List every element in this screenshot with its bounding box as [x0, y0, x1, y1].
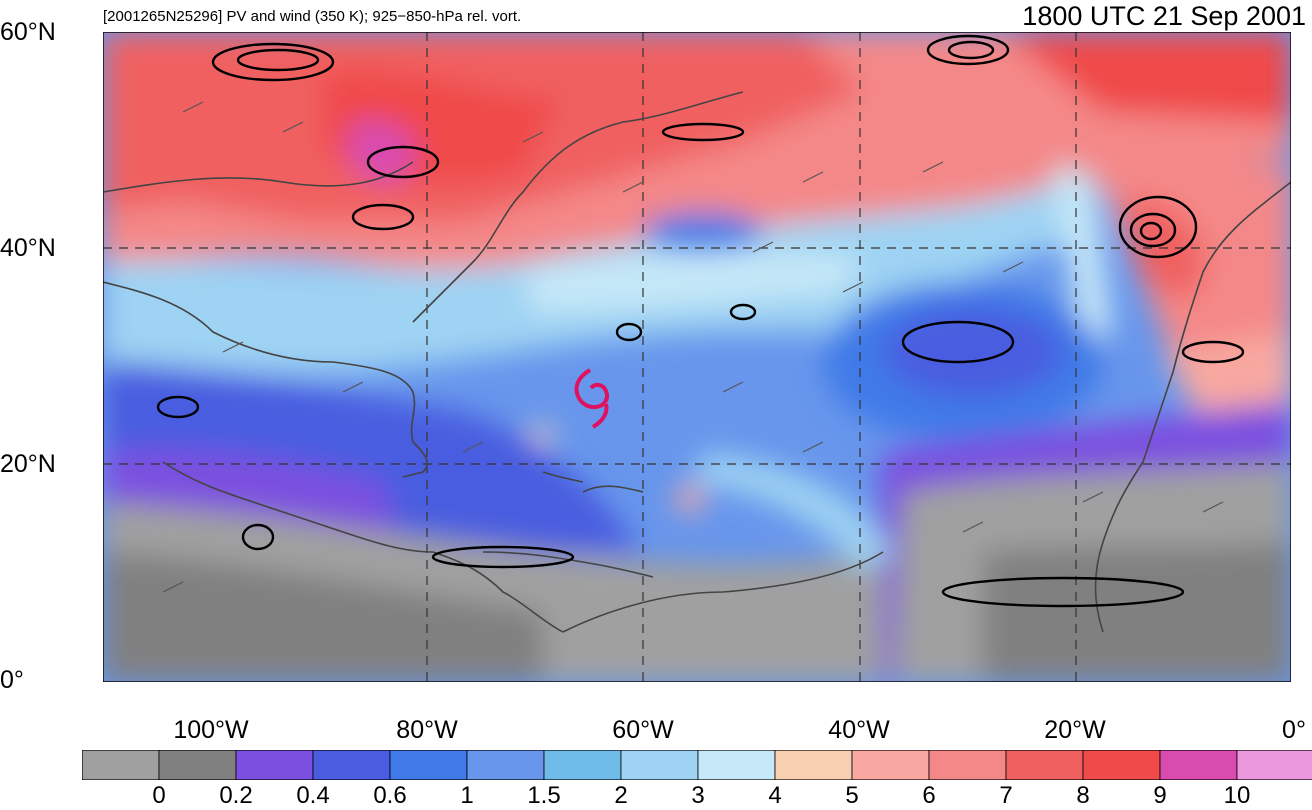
colorbar-swatch: [1082, 750, 1161, 780]
lat-label-40n: 40°N: [0, 234, 56, 262]
colorbar-swatch: [235, 750, 314, 780]
colorbar-swatch: [928, 750, 1007, 780]
colorbar-swatch: [389, 750, 468, 780]
colorbar-swatch: [774, 750, 853, 780]
colorbar-tick-label: 2: [614, 782, 628, 809]
colorbar-swatch: [82, 750, 160, 780]
colorbar-swatch: [543, 750, 622, 780]
coastlines: [103, 91, 1291, 633]
colorbar-swatch: [697, 750, 776, 780]
colorbar-tick-label: 8: [1076, 782, 1090, 809]
colorbar-tick-label: 1: [460, 782, 474, 809]
colorbar-tick-label: 0.2: [219, 782, 253, 809]
colorbar-tick-label: 7: [999, 782, 1013, 809]
lon-label-0: 0°: [1282, 716, 1306, 744]
colorbar-tick-label: 1.5: [527, 782, 561, 809]
lat-label-20n: 20°N: [0, 450, 56, 478]
valid-time: 1800 UTC 21 Sep 2001: [1022, 1, 1306, 31]
colorbar-tick-label: 4: [768, 782, 782, 809]
colorbar-swatch: [1005, 750, 1084, 780]
lon-label-60w: 60°W: [612, 716, 674, 744]
colorbar-swatch: [1159, 750, 1238, 780]
colorbar-tick-label: 0.4: [296, 782, 330, 809]
colorbar-swatch: [851, 750, 930, 780]
colorbar-tick-label: 10: [1223, 782, 1251, 809]
graticule: [103, 32, 1291, 682]
colorbar-tick-label: 6: [922, 782, 936, 809]
tropical-storm-symbol: [574, 368, 609, 429]
colorbar-swatch: [620, 750, 699, 780]
lon-label-40w: 40°W: [828, 716, 890, 744]
lon-label-80w: 80°W: [396, 716, 458, 744]
colorbar-swatch: [312, 750, 391, 780]
lon-label-100w: 100°W: [173, 716, 249, 744]
colorbar-tick-label: 0: [152, 782, 166, 809]
pv-colorbar: [82, 750, 1312, 780]
lon-label-20w: 20°W: [1044, 716, 1106, 744]
lat-label-60n: 60°N: [0, 18, 56, 46]
colorbar-swatch: [158, 750, 237, 780]
lat-label-0: 0°: [0, 666, 24, 694]
colorbar-tick-label: 0.6: [373, 782, 407, 809]
colorbar-swatch: [466, 750, 545, 780]
colorbar-tick-label: 3: [691, 782, 705, 809]
pv-wind-map: [103, 32, 1291, 682]
colorbar-tick-label: 5: [845, 782, 859, 809]
colorbar-tick-label: 9: [1153, 782, 1167, 809]
wind-barbs: [162, 101, 1224, 593]
vorticity-contours: [156, 34, 1245, 608]
map-title: [2001265N25296] PV and wind (350 K); 925…: [103, 8, 522, 25]
colorbar-swatch: [1236, 750, 1312, 780]
